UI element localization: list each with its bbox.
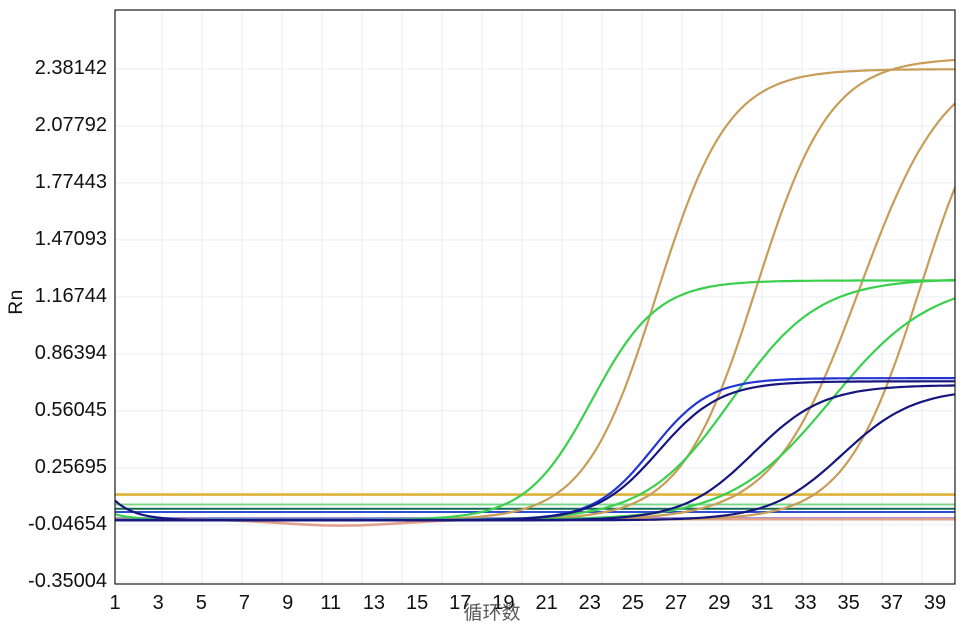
plot-border — [114, 9, 956, 585]
x-tick-label: 9 — [282, 592, 293, 614]
y-tick-label: 2.07792 — [35, 114, 107, 136]
x-tick-label: 31 — [751, 592, 773, 614]
y-tick-label: 0.25695 — [35, 456, 107, 478]
x-tick-label: 17 — [449, 592, 471, 614]
x-tick-label: 33 — [794, 592, 816, 614]
x-tick-label: 25 — [622, 592, 644, 614]
amplification-navy-2 — [115, 384, 955, 522]
amplification-green-3 — [115, 297, 955, 521]
x-tick-label: 37 — [881, 592, 903, 614]
x-tick-label: 35 — [838, 592, 860, 614]
x-tick-label: 29 — [708, 592, 730, 614]
y-tick-label: 0.86394 — [35, 342, 107, 364]
amplification-navy-3 — [115, 393, 955, 522]
x-tick-label: 1 — [109, 592, 120, 614]
x-tick-label: 21 — [535, 592, 557, 614]
x-tick-label: 13 — [363, 592, 385, 614]
y-tick-label: 0.56045 — [35, 399, 107, 421]
x-axis-title: 循环数 — [463, 603, 521, 624]
amplification-tan-4 — [115, 184, 955, 521]
x-tick-label: 5 — [196, 592, 207, 614]
y-tick-label: -0.35004 — [28, 570, 107, 592]
y-tick-label: 2.38142 — [35, 57, 107, 79]
x-tick-label: 15 — [406, 592, 428, 614]
y-tick-label: -0.04654 — [28, 513, 107, 535]
x-tick-label: 7 — [239, 592, 250, 614]
y-tick-label: 1.77443 — [35, 171, 107, 193]
x-tick-label: 19 — [492, 592, 514, 614]
x-tick-label: 27 — [665, 592, 687, 614]
amplification-tan-2 — [115, 58, 955, 521]
amplification-tan-1 — [115, 68, 955, 521]
x-tick-label: 23 — [579, 592, 601, 614]
x-tick-label: 39 — [924, 592, 946, 614]
y-tick-label: 1.47093 — [35, 228, 107, 250]
y-axis-title: Rn — [6, 289, 27, 315]
amplification-tan-3 — [115, 101, 955, 521]
x-tick-label: 11 — [320, 592, 341, 614]
x-tick-label: 3 — [153, 592, 164, 614]
y-tick-label: 1.16744 — [35, 285, 107, 307]
